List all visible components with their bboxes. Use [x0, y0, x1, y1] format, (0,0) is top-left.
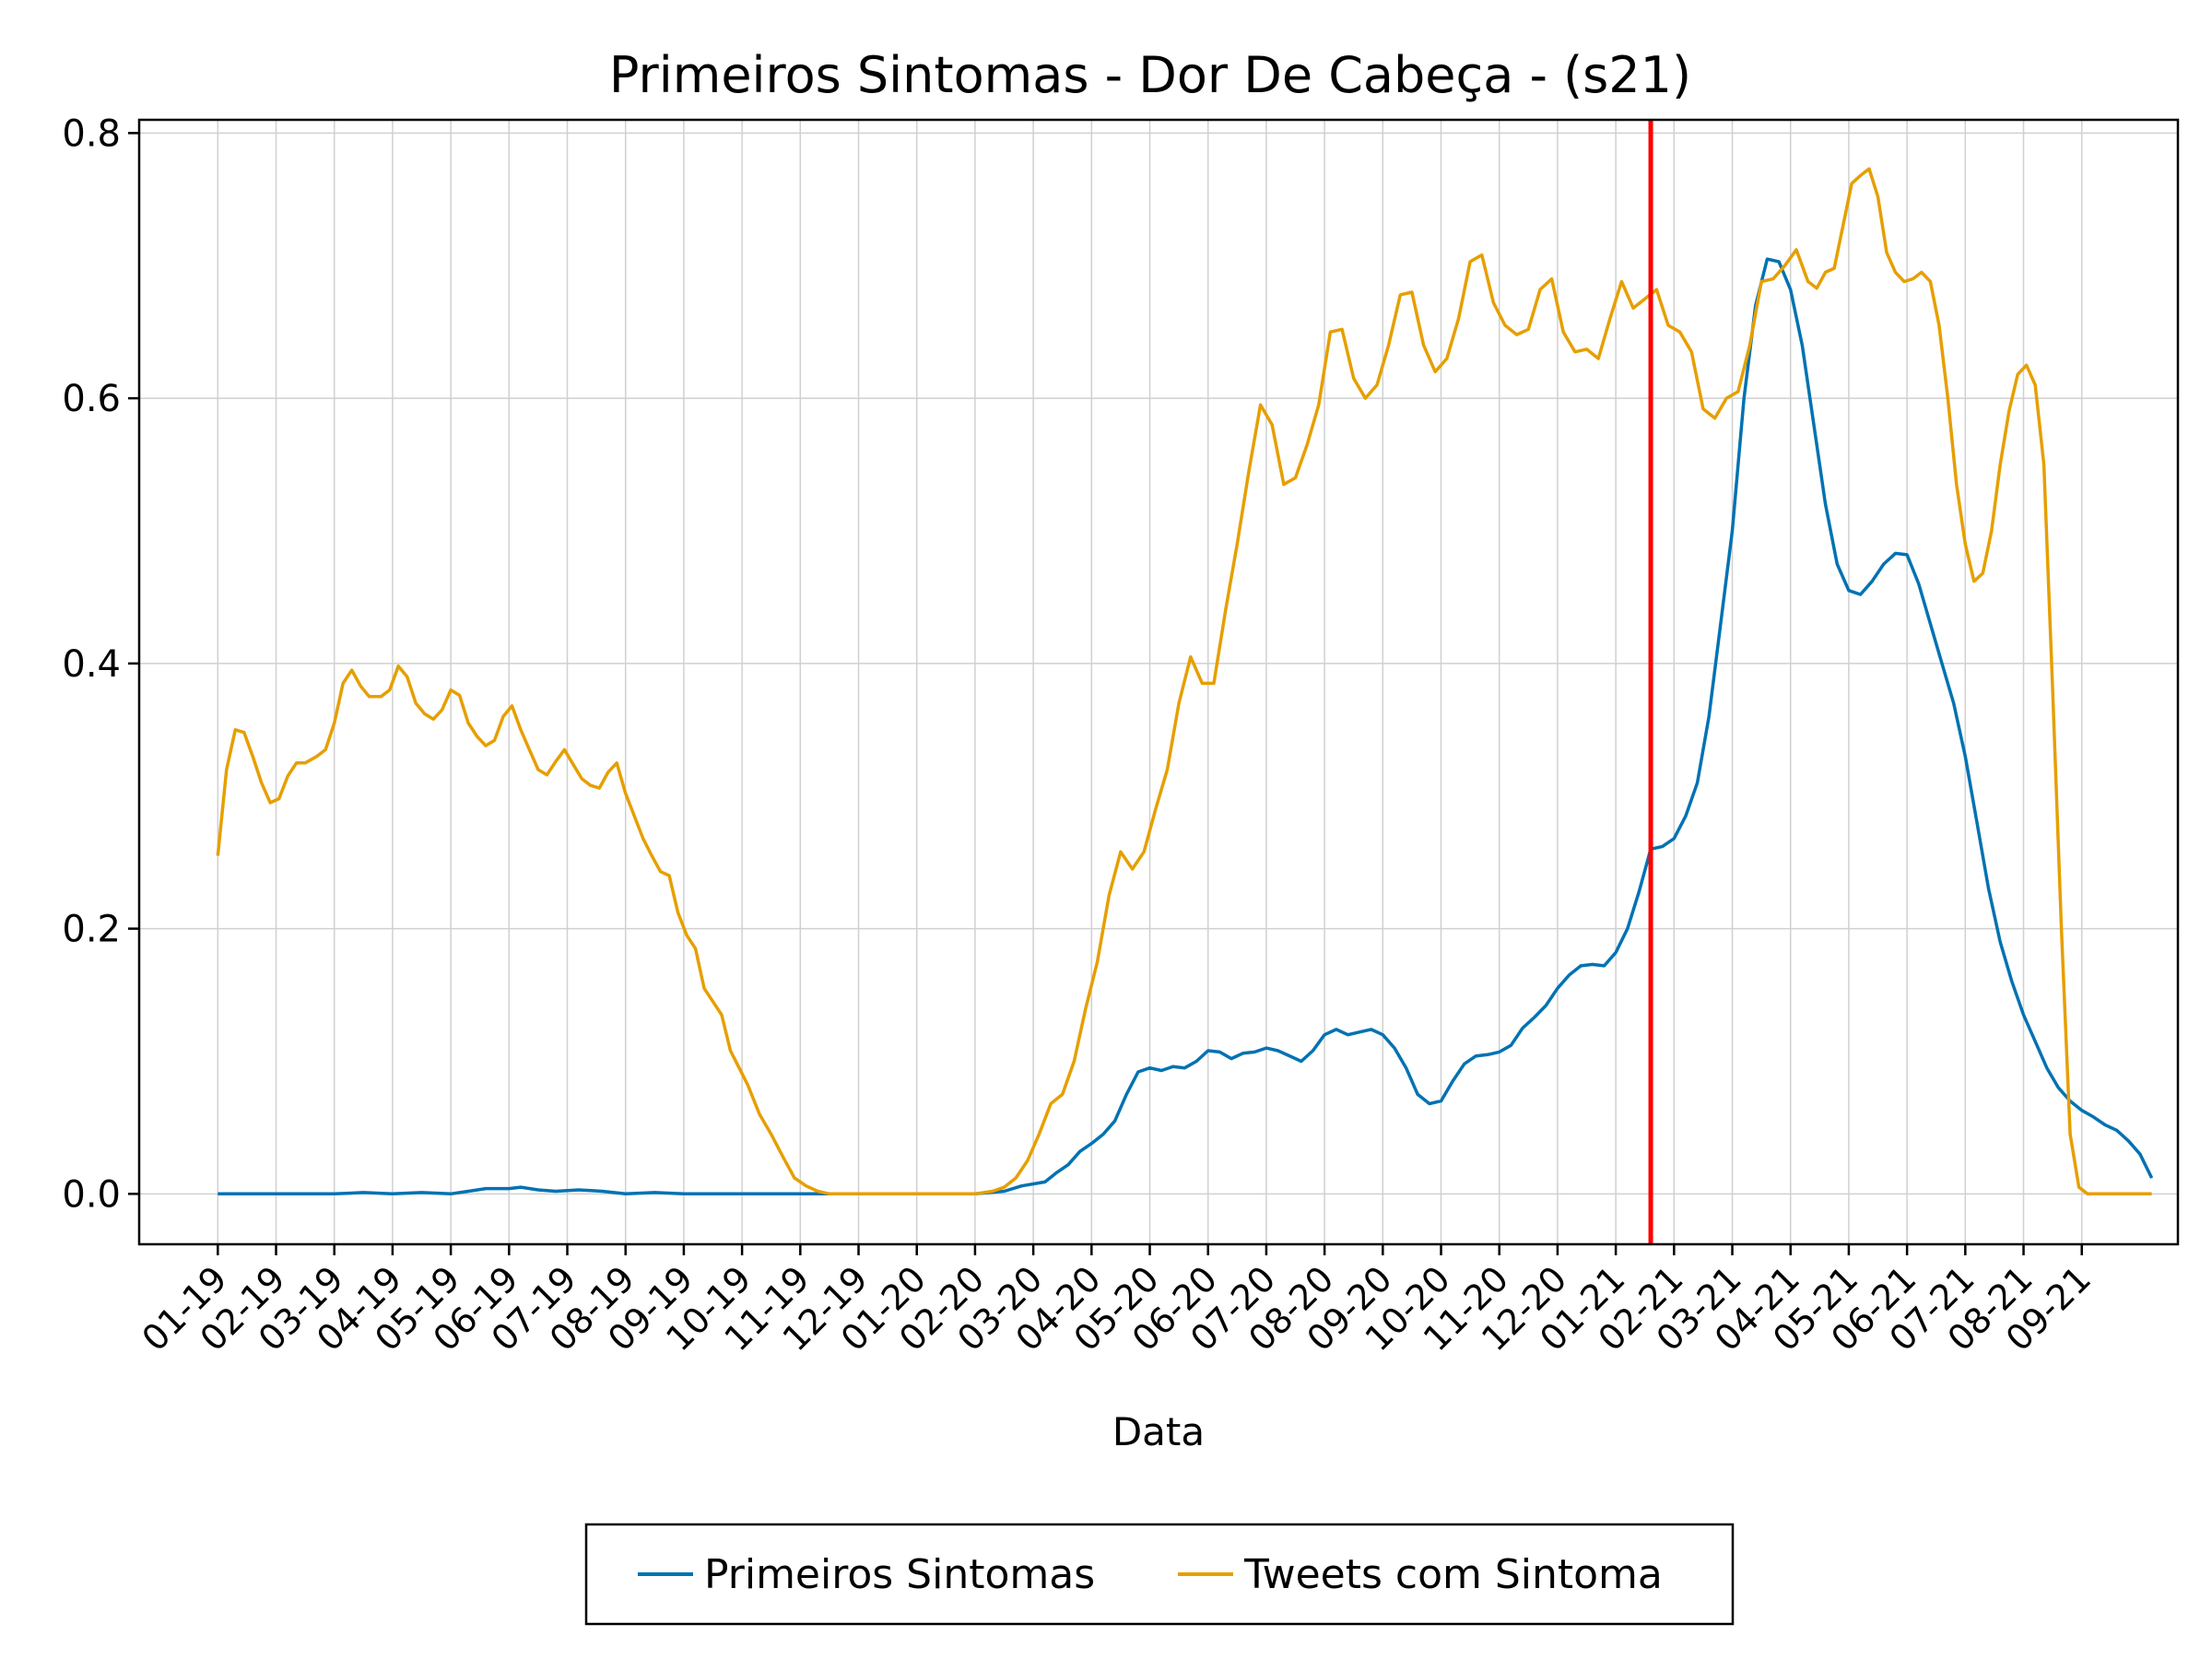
legend: Primeiros Sintomas Tweets com Sintoma — [584, 1523, 1735, 1626]
series-layer — [216, 167, 2154, 1196]
plot-frame — [137, 118, 2180, 1246]
legend-box — [584, 1523, 1735, 1626]
y-tick-label: 0.6 — [62, 378, 121, 420]
legend-label-primeiros-sintomas: Primeiros Sintomas — [704, 1551, 1095, 1598]
y-tick-label: 0.2 — [62, 909, 121, 951]
y-tick-label: 0.8 — [62, 112, 121, 155]
y-axis-ticks: 0.0 0.2 0.4 0.6 0.8 — [62, 112, 139, 1216]
y-tick-label: 0.0 — [62, 1173, 121, 1216]
chart-title: Primeiros Sintomas - Dor De Cabeça - (s2… — [609, 46, 1691, 104]
grid-lines — [139, 120, 2178, 1244]
x-axis-label: Data — [1112, 1409, 1205, 1454]
legend-label-tweets-com-sintoma: Tweets com Sintoma — [1243, 1551, 1663, 1598]
y-tick-label: 0.4 — [62, 643, 121, 686]
series-line-1 — [216, 167, 2152, 1196]
